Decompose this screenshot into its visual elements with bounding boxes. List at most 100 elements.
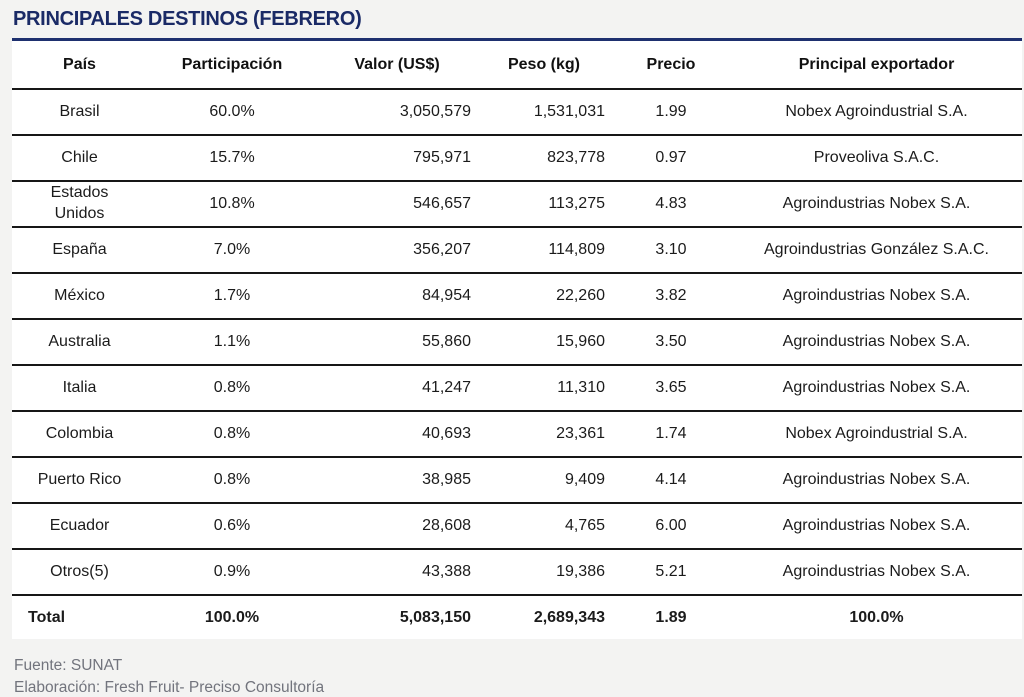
table-row: Puerto Rico 0.8% 38,985 9,409 4.14 Agroindust… <box>12 457 1022 504</box>
cell-weight: 4,765 <box>477 503 611 550</box>
title-underline <box>12 38 1022 41</box>
cell-value: 41,247 <box>317 365 477 412</box>
cell-exporter: Proveoliva S.A.C. <box>731 135 1022 182</box>
cell-country: Otros(5) <box>12 549 147 596</box>
cell-exporter: Agroindustrias Nobex S.A. <box>731 273 1022 320</box>
cell-country: México <box>12 273 147 320</box>
cell-weight: 823,778 <box>477 135 611 182</box>
table-row: Ecuador 0.6% 28,608 4,765 6.00 Agroindustrias… <box>12 503 1022 550</box>
cell-weight: 113,275 <box>477 181 611 228</box>
cell-country: Colombia <box>12 411 147 458</box>
table-row: Australia 1.1% 55,860 15,960 3.50 Agroindustr… <box>12 319 1022 366</box>
total-share: 100.0% <box>204 608 260 626</box>
cell-exporter: Agroindustrias Nobex S.A. <box>731 365 1022 412</box>
cell-price: 1.99 <box>611 89 731 136</box>
cell-share: 60.0% <box>147 89 317 136</box>
cell-exporter: Agroindustrias Nobex S.A. <box>731 319 1022 366</box>
cell-price: 6.00 <box>611 503 731 550</box>
cell-price: 5.21 <box>611 549 731 596</box>
cell-exporter: Nobex Agroindustrial S.A. <box>731 411 1022 458</box>
column-header-exportador: Principal exportador <box>731 41 1022 90</box>
cell-price: 3.82 <box>611 273 731 320</box>
cell-value: 38,985 <box>317 457 477 504</box>
cell-exporter: Nobex Agroindustrial S.A. <box>731 89 1022 136</box>
table-row: México 1.7% 84,954 22,260 3.82 Agroindustrias… <box>12 273 1022 320</box>
cell-weight: 19,386 <box>477 549 611 596</box>
total-row: Total 100.0% 5,083,150 2,689,343 1.89 10… <box>12 595 1022 639</box>
cell-price: 4.14 <box>611 457 731 504</box>
column-header-peso: Peso (kg) <box>477 41 611 90</box>
table-row: Colombia 0.8% 40,693 23,361 1.74 Nobex Agroin… <box>12 411 1022 458</box>
page-title: PRINCIPALES DESTINOS (FEBRERO) <box>13 8 362 30</box>
cell-value: 546,657 <box>317 181 477 228</box>
cell-weight: 1,531,031 <box>477 89 611 136</box>
cell-weight: 11,310 <box>477 365 611 412</box>
table-body: Brasil 60.0% 3,050,579 1,531,031 1.99 Nobex A… <box>12 89 1022 596</box>
cell-value: 356,207 <box>317 227 477 274</box>
table-row: Brasil 60.0% 3,050,579 1,531,031 1.99 Nobex A… <box>12 89 1022 136</box>
column-header-precio: Precio <box>611 41 731 90</box>
cell-country: Australia <box>12 319 147 366</box>
total-exporter-share: 100.0% <box>849 608 904 626</box>
elaboration-line: Elaboración: Fresh Fruit- Preciso Consul… <box>14 679 325 697</box>
cell-exporter: Agroindustrias González S.A.C. <box>731 227 1022 274</box>
cell-share: 0.9% <box>147 549 317 596</box>
cell-share: 1.1% <box>147 319 317 366</box>
table-row: Estados Unidos 10.8% 546,657 113,275 4.83 Agr… <box>12 181 1022 228</box>
cell-exporter: Agroindustrias Nobex S.A. <box>731 181 1022 228</box>
cell-weight: 22,260 <box>477 273 611 320</box>
column-header-pais: País <box>12 41 147 90</box>
total-label: Total <box>28 608 66 626</box>
cell-exporter: Agroindustrias Nobex S.A. <box>731 457 1022 504</box>
total-value: 5,083,150 <box>399 608 471 626</box>
cell-price: 3.50 <box>611 319 731 366</box>
header-row: País Participación Valor (US$) Peso (kg)… <box>12 41 1022 90</box>
table-row: Chile 15.7% 795,971 823,778 0.97 Proveoliva S… <box>12 135 1022 182</box>
cell-exporter: Agroindustrias Nobex S.A. <box>731 503 1022 550</box>
source-line: Fuente: SUNAT <box>14 657 123 674</box>
column-header-valor: Valor (US$) <box>317 41 477 90</box>
total-weight: 2,689,343 <box>533 608 605 626</box>
table-row: España 7.0% 356,207 114,809 3.10 Agroindustri… <box>12 227 1022 274</box>
table-footer: Total 100.0% 5,083,150 2,689,343 1.89 10… <box>12 595 1022 639</box>
cell-weight: 114,809 <box>477 227 611 274</box>
cell-exporter: Agroindustrias Nobex S.A. <box>731 549 1022 596</box>
cell-price: 3.65 <box>611 365 731 412</box>
total-price: 1.89 <box>655 608 687 626</box>
cell-value: 55,860 <box>317 319 477 366</box>
cell-weight: 23,361 <box>477 411 611 458</box>
cell-price: 0.97 <box>611 135 731 182</box>
cell-share: 0.8% <box>147 411 317 458</box>
table-header: País Participación Valor (US$) Peso (kg)… <box>12 41 1022 90</box>
cell-price: 3.10 <box>611 227 731 274</box>
column-header-participacion: Participación <box>147 41 317 90</box>
cell-price: 4.83 <box>611 181 731 228</box>
destinations-table: País Participación Valor (US$) Peso (kg)… <box>12 41 1022 639</box>
cell-share: 10.8% <box>147 181 317 228</box>
cell-weight: 9,409 <box>477 457 611 504</box>
cell-country: Estados Unidos <box>12 181 147 228</box>
cell-share: 0.6% <box>147 503 317 550</box>
cell-value: 43,388 <box>317 549 477 596</box>
cell-country: Puerto Rico <box>12 457 147 504</box>
cell-country: España <box>12 227 147 274</box>
cell-value: 84,954 <box>317 273 477 320</box>
cell-value: 28,608 <box>317 503 477 550</box>
cell-value: 3,050,579 <box>317 89 477 136</box>
cell-country: Ecuador <box>12 503 147 550</box>
table-row: Italia 0.8% 41,247 11,310 3.65 Agroindustrias… <box>12 365 1022 412</box>
cell-value: 40,693 <box>317 411 477 458</box>
cell-weight: 15,960 <box>477 319 611 366</box>
cell-share: 15.7% <box>147 135 317 182</box>
cell-share: 0.8% <box>147 457 317 504</box>
cell-country: Brasil <box>12 89 147 136</box>
source-notes: Fuente: SUNAT Elaboración: Fresh Fruit- … <box>14 655 1024 697</box>
cell-share: 7.0% <box>147 227 317 274</box>
cell-country: Italia <box>12 365 147 412</box>
cell-value: 795,971 <box>317 135 477 182</box>
cell-share: 1.7% <box>147 273 317 320</box>
cell-price: 1.74 <box>611 411 731 458</box>
cell-country: Chile <box>12 135 147 182</box>
cell-share: 0.8% <box>147 365 317 412</box>
